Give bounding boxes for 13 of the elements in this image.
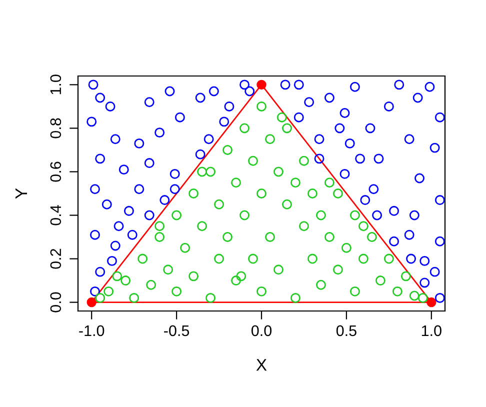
x-tick-label: -0.5 [164, 325, 190, 336]
y-tick-label: 0.0 [50, 292, 62, 312]
y-axis-title: Y [16, 188, 27, 199]
y-tick-label: 1.0 [50, 74, 62, 94]
x-tick-label: 0.0 [251, 325, 272, 336]
x-tick-label: 1.0 [422, 325, 442, 336]
x-tick-label: -1.0 [79, 325, 104, 336]
y-tick-label: 0.2 [50, 248, 62, 269]
x-axis-title: X [256, 359, 267, 371]
y-tick-label: 0.4 [50, 205, 62, 226]
y-tick-label: 0.6 [50, 162, 62, 182]
y-tick-label: 0.8 [50, 118, 62, 138]
x-tick-label: 0.5 [336, 325, 356, 336]
